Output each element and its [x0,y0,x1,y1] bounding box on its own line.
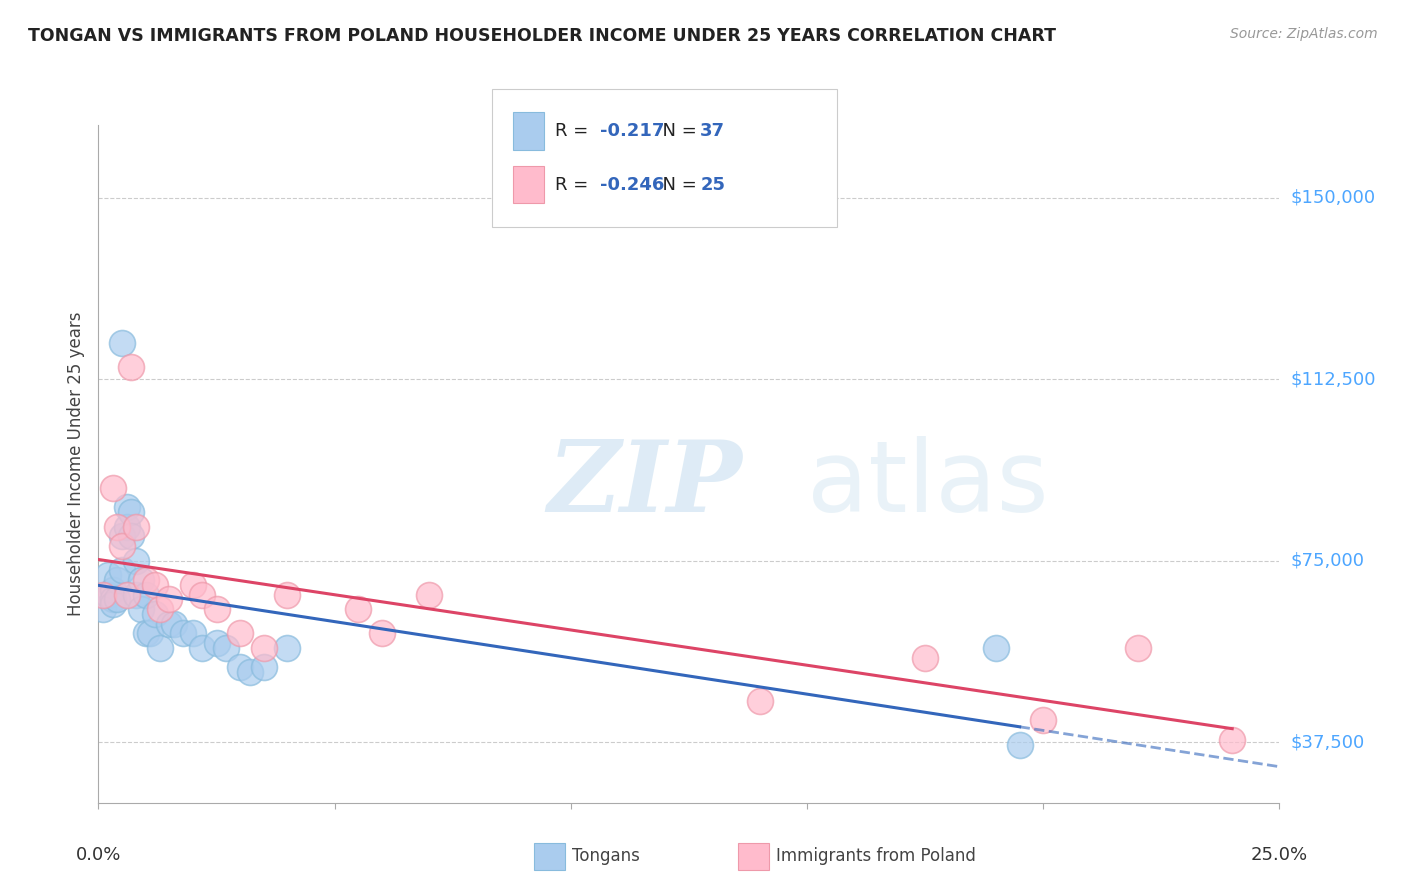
Point [157,616,180,631]
Point [139,626,162,640]
Point [121,529,143,543]
Point [143,578,166,592]
Text: R =: R = [555,176,595,194]
Point [181,578,204,592]
Point [105,520,128,534]
Point [115,588,138,602]
Point [347,602,370,616]
Text: 25.0%: 25.0% [1251,847,1308,864]
Point [276,640,298,655]
Point [111,563,134,577]
Point [163,616,186,631]
Point [984,640,1007,655]
Point [129,602,152,616]
Point [914,650,936,665]
Text: Source: ZipAtlas.com: Source: ZipAtlas.com [1230,27,1378,41]
Point [1032,714,1054,728]
Point [111,529,134,543]
Point [135,573,157,587]
Point [418,588,440,602]
Point [1008,738,1031,752]
Point [101,582,124,597]
Text: N =: N = [651,176,703,194]
Point [181,626,204,640]
Point [1126,640,1149,655]
Point [115,520,138,534]
Text: $112,500: $112,500 [1291,370,1376,388]
Point [105,573,128,587]
Text: -0.246: -0.246 [600,176,665,194]
Point [143,607,166,621]
Text: TONGAN VS IMMIGRANTS FROM POLAND HOUSEHOLDER INCOME UNDER 25 YEARS CORRELATION C: TONGAN VS IMMIGRANTS FROM POLAND HOUSEHO… [28,27,1056,45]
Point [121,505,143,519]
Text: R =: R = [555,122,595,140]
Point [97,588,120,602]
Point [125,588,148,602]
Point [125,520,148,534]
Text: 37: 37 [700,122,725,140]
Text: Immigrants from Poland: Immigrants from Poland [776,847,976,865]
Point [1220,732,1243,747]
Text: ZIP: ZIP [547,436,742,533]
Y-axis label: Householder Income Under 25 years: Householder Income Under 25 years [66,311,84,616]
Point [191,588,214,602]
Text: atlas: atlas [807,435,1049,533]
Point [215,640,238,655]
Point [135,588,157,602]
Point [135,626,157,640]
Point [229,626,252,640]
Point [239,665,262,679]
Point [253,660,276,674]
Point [191,640,214,655]
Point [172,626,194,640]
Text: 0.0%: 0.0% [76,847,121,864]
Point [229,660,252,674]
Point [97,568,120,582]
Point [101,481,124,495]
Text: 25: 25 [700,176,725,194]
Point [125,554,148,568]
Text: $75,000: $75,000 [1291,551,1365,570]
Point [748,694,770,708]
Text: N =: N = [651,122,703,140]
Point [101,592,124,607]
Text: $37,500: $37,500 [1291,733,1365,751]
Point [115,500,138,515]
Point [121,359,143,374]
Point [91,602,114,616]
Point [149,602,172,616]
Text: $150,000: $150,000 [1291,188,1375,207]
Point [371,626,394,640]
Point [149,640,172,655]
Point [205,636,228,650]
Point [157,592,180,607]
Point [91,588,114,602]
Point [111,335,134,350]
Point [205,602,228,616]
Point [129,573,152,587]
Text: Tongans: Tongans [572,847,640,865]
Point [105,592,128,607]
Text: -0.217: -0.217 [600,122,665,140]
Point [111,539,134,553]
Point [101,597,124,611]
Point [253,640,276,655]
Point [276,588,298,602]
